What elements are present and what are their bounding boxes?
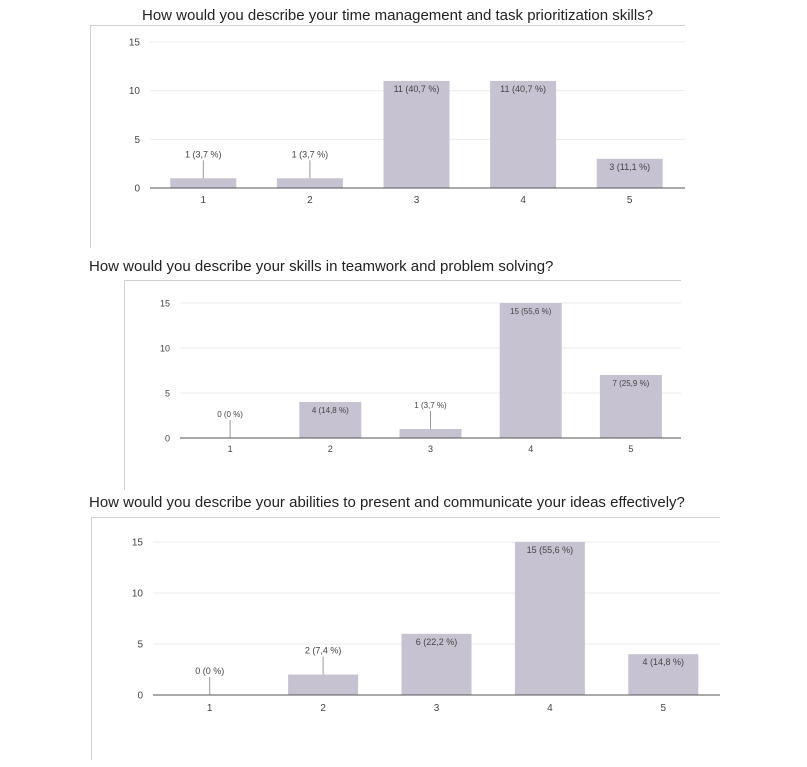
- chart-2-data-label: 1 (3,7 %): [414, 401, 447, 410]
- chart-3-title: How would you describe your abilities to…: [89, 494, 685, 511]
- chart-1-bar: [596, 158, 663, 188]
- chart-3-data-label: 4 (14,8 %): [643, 657, 685, 667]
- chart-3-data-label: 2 (7,4 %): [305, 646, 342, 656]
- chart-2-category-label: 2: [328, 444, 333, 454]
- chart-1-bar: [276, 178, 343, 188]
- chart-1-category-label: 5: [627, 195, 633, 206]
- chart-1-frame-top: [90, 25, 685, 26]
- chart-1-bar: [383, 80, 450, 188]
- chart-1-frame-left: [90, 25, 91, 248]
- chart-1-y-tick-label: 10: [129, 86, 141, 97]
- chart-3-bar: [401, 633, 472, 695]
- chart-2-data-label: 0 (0 %): [217, 410, 243, 419]
- chart-2-bar: [399, 429, 462, 438]
- chart-2-y-tick-label: 15: [160, 299, 170, 309]
- chart-1-data-label: 11 (40,7 %): [500, 84, 546, 94]
- chart-1-bar: [490, 80, 557, 188]
- chart-3-y-tick-label: 0: [137, 691, 143, 702]
- chart-3-y-tick-label: 15: [132, 538, 144, 549]
- chart-1-data-label: 3 (11,1 %): [609, 162, 650, 172]
- chart-1-data-label: 1 (3,7 %): [185, 149, 222, 159]
- chart-1-y-tick-label: 5: [134, 135, 140, 146]
- chart-2-category-label: 4: [528, 444, 533, 454]
- chart-2-category-label: 1: [228, 444, 233, 454]
- chart-2-frame-top: [124, 280, 681, 281]
- chart-3-y-tick-label: 5: [137, 640, 143, 651]
- chart-2-y-tick-label: 5: [165, 389, 170, 399]
- chart-3-data-label: 0 (0 %): [195, 666, 224, 676]
- chart-2-category-label: 5: [628, 444, 633, 454]
- chart-2-frame-left: [124, 280, 125, 490]
- chart-3-frame-top: [91, 517, 720, 518]
- chart-2-bar: [499, 303, 562, 438]
- chart-2-y-tick-label: 10: [160, 344, 170, 354]
- chart-2-title: How would you describe your skills in te…: [89, 258, 554, 275]
- chart-1-category-label: 3: [414, 195, 420, 206]
- chart-2-bar: [299, 402, 362, 438]
- chart-1-category-label: 4: [520, 195, 526, 206]
- chart-1-category-label: 1: [201, 195, 207, 206]
- chart-2-y-tick-label: 0: [165, 434, 170, 444]
- chart-3-bar: [288, 674, 359, 695]
- chart-2-bar: [599, 375, 662, 438]
- chart-1-bar: [170, 178, 237, 188]
- chart-2-category-label: 3: [428, 444, 433, 454]
- chart-1-title: How would you describe your time managem…: [142, 7, 654, 24]
- chart-1-data-label: 1 (3,7 %): [292, 149, 329, 159]
- chart-3-data-label: 15 (55,6 %): [527, 545, 574, 555]
- chart-3-bar: [628, 654, 699, 695]
- chart-3-category-label: 4: [547, 703, 553, 714]
- chart-2-data-label: 15 (55,6 %): [510, 307, 552, 316]
- chart-3-category-label: 2: [320, 703, 326, 714]
- chart-3-y-tick-label: 10: [132, 589, 144, 600]
- chart-2-data-label: 4 (14,8 %): [312, 406, 349, 415]
- chart-2-data-label: 7 (25,9 %): [612, 379, 649, 388]
- chart-3-bar: [514, 542, 585, 695]
- chart-1-y-tick-label: 15: [129, 38, 141, 49]
- chart-3-frame-left: [91, 517, 92, 760]
- chart-1-y-tick-label: 0: [134, 184, 140, 195]
- chart-1-data-label: 11 (40,7 %): [394, 84, 440, 94]
- chart-3-category-label: 3: [434, 703, 440, 714]
- chart-3-data-label: 6 (22,2 %): [416, 637, 458, 647]
- chart-1-category-label: 2: [307, 195, 313, 206]
- chart-3-category-label: 1: [207, 703, 213, 714]
- chart-3-category-label: 5: [661, 703, 667, 714]
